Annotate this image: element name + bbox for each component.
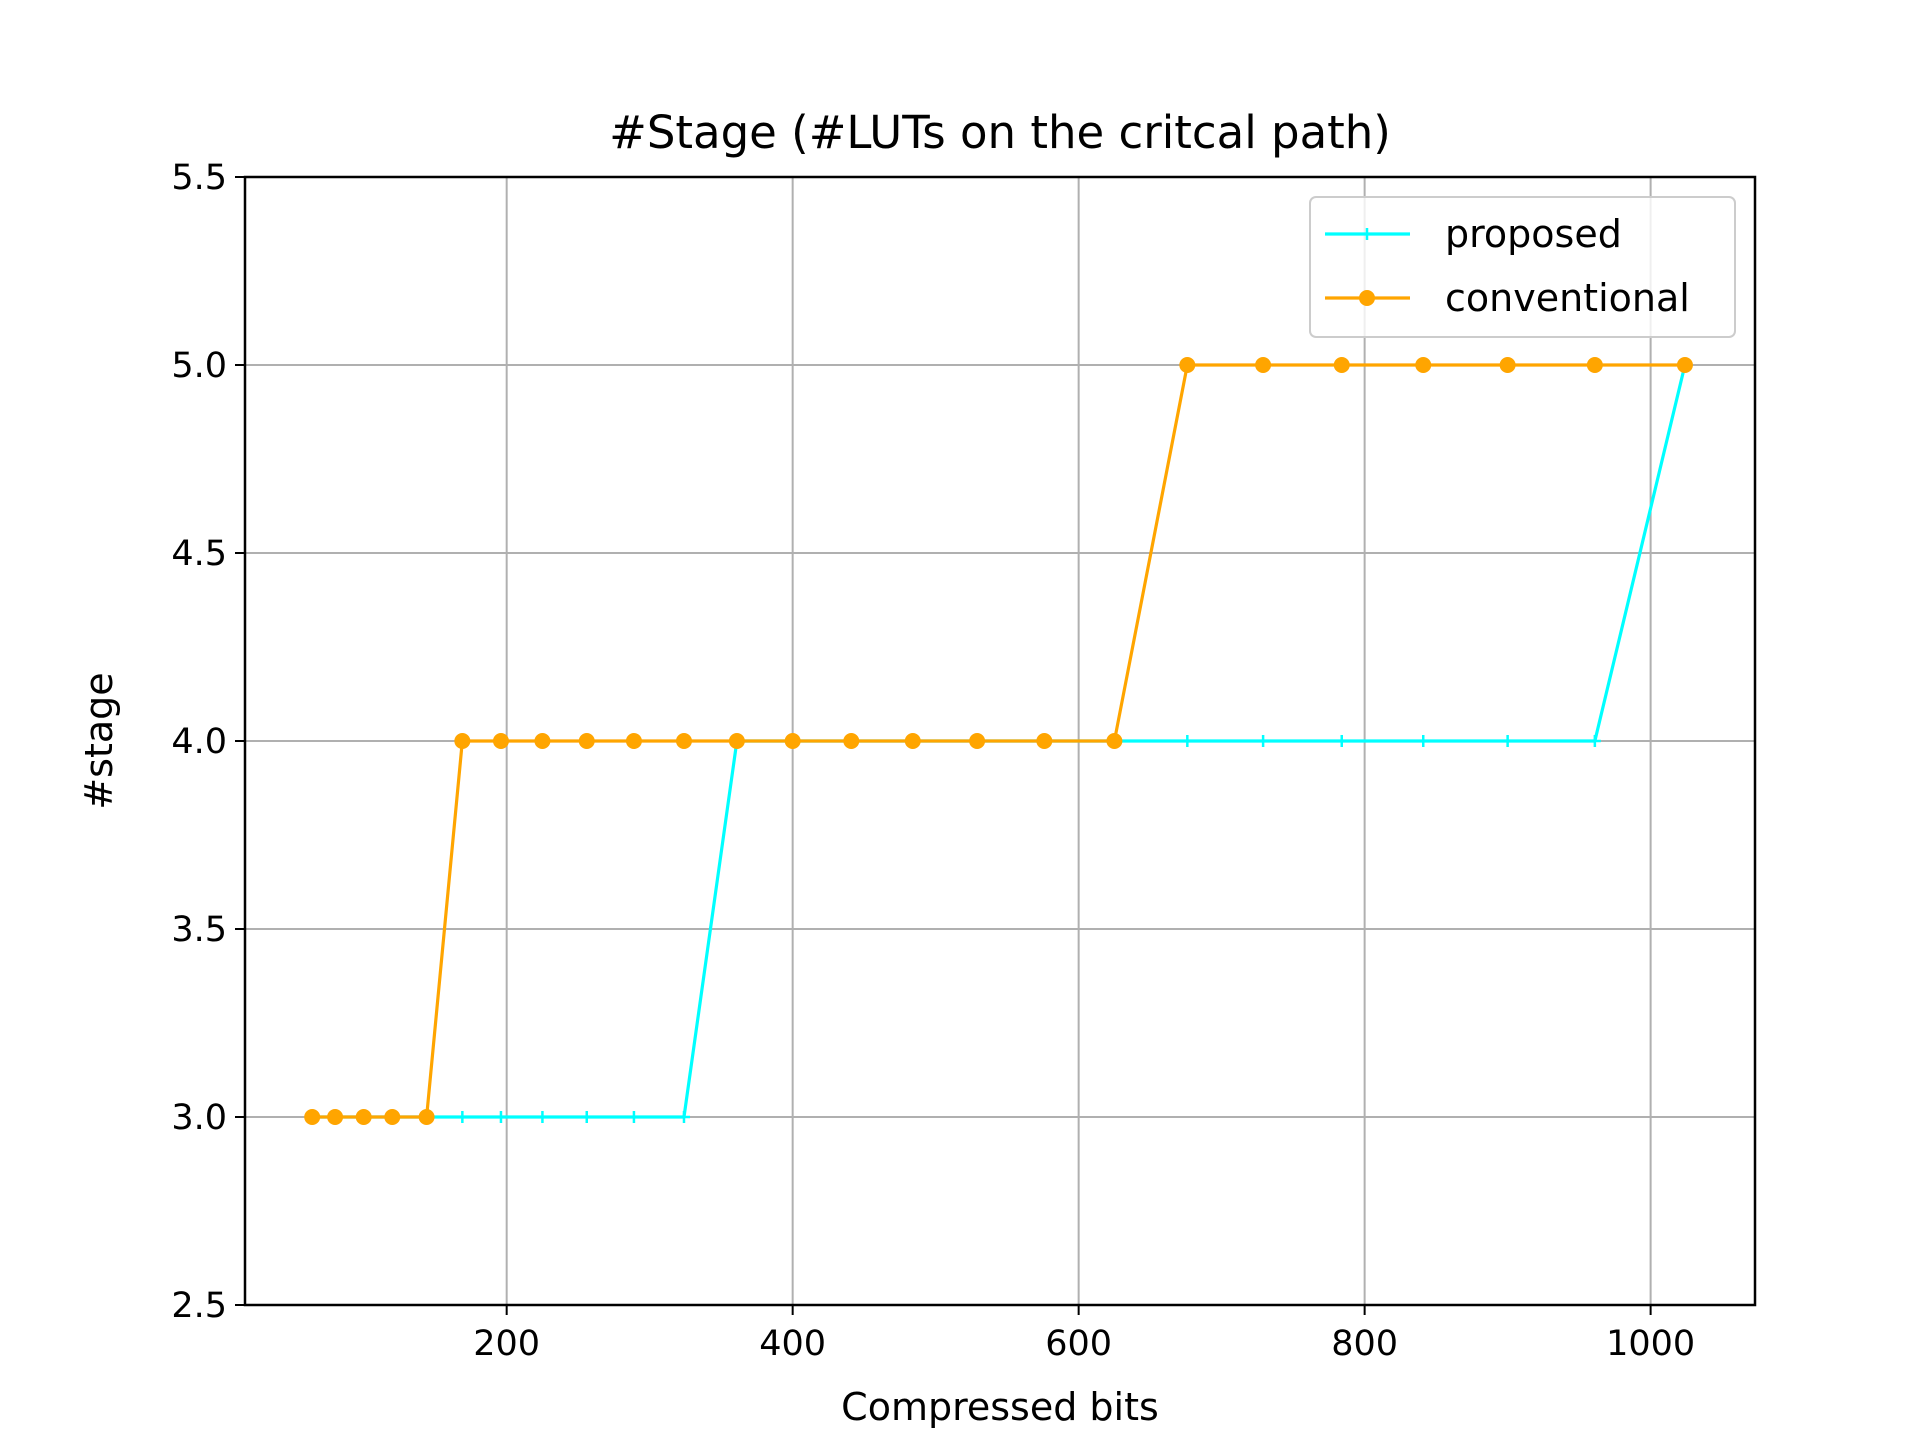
- y-tick-label: 3.5: [171, 910, 227, 950]
- legend-marker: [1361, 228, 1373, 240]
- data-point-proposed: [677, 1111, 690, 1123]
- data-point-conventional: [625, 733, 642, 749]
- data-point-conventional: [843, 733, 860, 749]
- x-tick-label: 600: [1045, 1324, 1112, 1364]
- data-point-conventional: [969, 733, 986, 749]
- legend-label: conventional: [1445, 276, 1690, 320]
- data-point-proposed: [580, 1111, 593, 1123]
- data-point-proposed: [1181, 735, 1194, 747]
- data-point-conventional: [384, 1109, 401, 1125]
- y-axis-label: #stage: [77, 672, 121, 809]
- data-point-proposed: [1335, 735, 1348, 747]
- legend: proposed conventional: [1309, 196, 1736, 338]
- x-axis-label: Compressed bits: [841, 1385, 1159, 1429]
- data-point-proposed: [536, 1111, 549, 1123]
- data-point-conventional: [728, 733, 745, 749]
- data-point-conventional: [1255, 357, 1272, 373]
- y-tick-label: 4.0: [171, 722, 227, 762]
- data-point-proposed: [494, 1111, 507, 1123]
- tick-layer: 200 400 600 800 1000 2.5 3.0 3.5 4.0 4.5 5.0 5.5: [171, 158, 1695, 1364]
- data-point-proposed: [1588, 735, 1601, 747]
- series-conventional: [304, 357, 1693, 1125]
- chart-title: #Stage (#LUTs on the critcal path): [609, 106, 1391, 159]
- data-point-proposed: [1417, 735, 1430, 747]
- data-point-conventional: [304, 1109, 321, 1125]
- y-tick-label: 5.5: [171, 158, 227, 198]
- data-point-conventional: [675, 733, 692, 749]
- legend-entry-proposed: proposed: [1325, 212, 1622, 256]
- x-tick-label: 1000: [1606, 1324, 1695, 1364]
- data-point-conventional: [355, 1109, 372, 1125]
- y-tick-label: 5.0: [171, 346, 227, 386]
- data-point-proposed: [1501, 735, 1514, 747]
- data-point-conventional: [454, 733, 471, 749]
- data-point-conventional: [492, 733, 509, 749]
- series-layer: [304, 357, 1693, 1125]
- data-point-conventional: [418, 1109, 435, 1125]
- x-tick-label: 800: [1331, 1324, 1398, 1364]
- data-point-conventional: [1106, 733, 1123, 749]
- data-point-proposed: [627, 1111, 640, 1123]
- data-point-conventional: [327, 1109, 344, 1125]
- data-point-conventional: [904, 733, 921, 749]
- data-point-conventional: [1036, 733, 1053, 749]
- legend-entry-conventional: conventional: [1325, 276, 1690, 320]
- x-tick-label: 400: [759, 1324, 826, 1364]
- legend-marker: [1359, 290, 1375, 306]
- x-tick-label: 200: [473, 1324, 540, 1364]
- data-point-conventional: [1676, 357, 1693, 373]
- data-point-conventional: [578, 733, 595, 749]
- data-point-conventional: [1499, 357, 1516, 373]
- data-point-proposed: [456, 1111, 469, 1123]
- data-point-proposed: [1257, 735, 1270, 747]
- data-point-conventional: [1586, 357, 1603, 373]
- y-tick-label: 3.0: [171, 1098, 227, 1138]
- data-point-conventional: [1333, 357, 1350, 373]
- data-point-conventional: [1415, 357, 1432, 373]
- legend-entries: proposed conventional: [1325, 212, 1690, 320]
- data-point-conventional: [534, 733, 551, 749]
- y-tick-label: 4.5: [171, 534, 227, 574]
- data-point-conventional: [784, 733, 801, 749]
- legend-label: proposed: [1445, 212, 1622, 256]
- data-point-conventional: [1179, 357, 1196, 373]
- y-tick-label: 2.5: [171, 1286, 227, 1326]
- legend-box: [1309, 196, 1736, 338]
